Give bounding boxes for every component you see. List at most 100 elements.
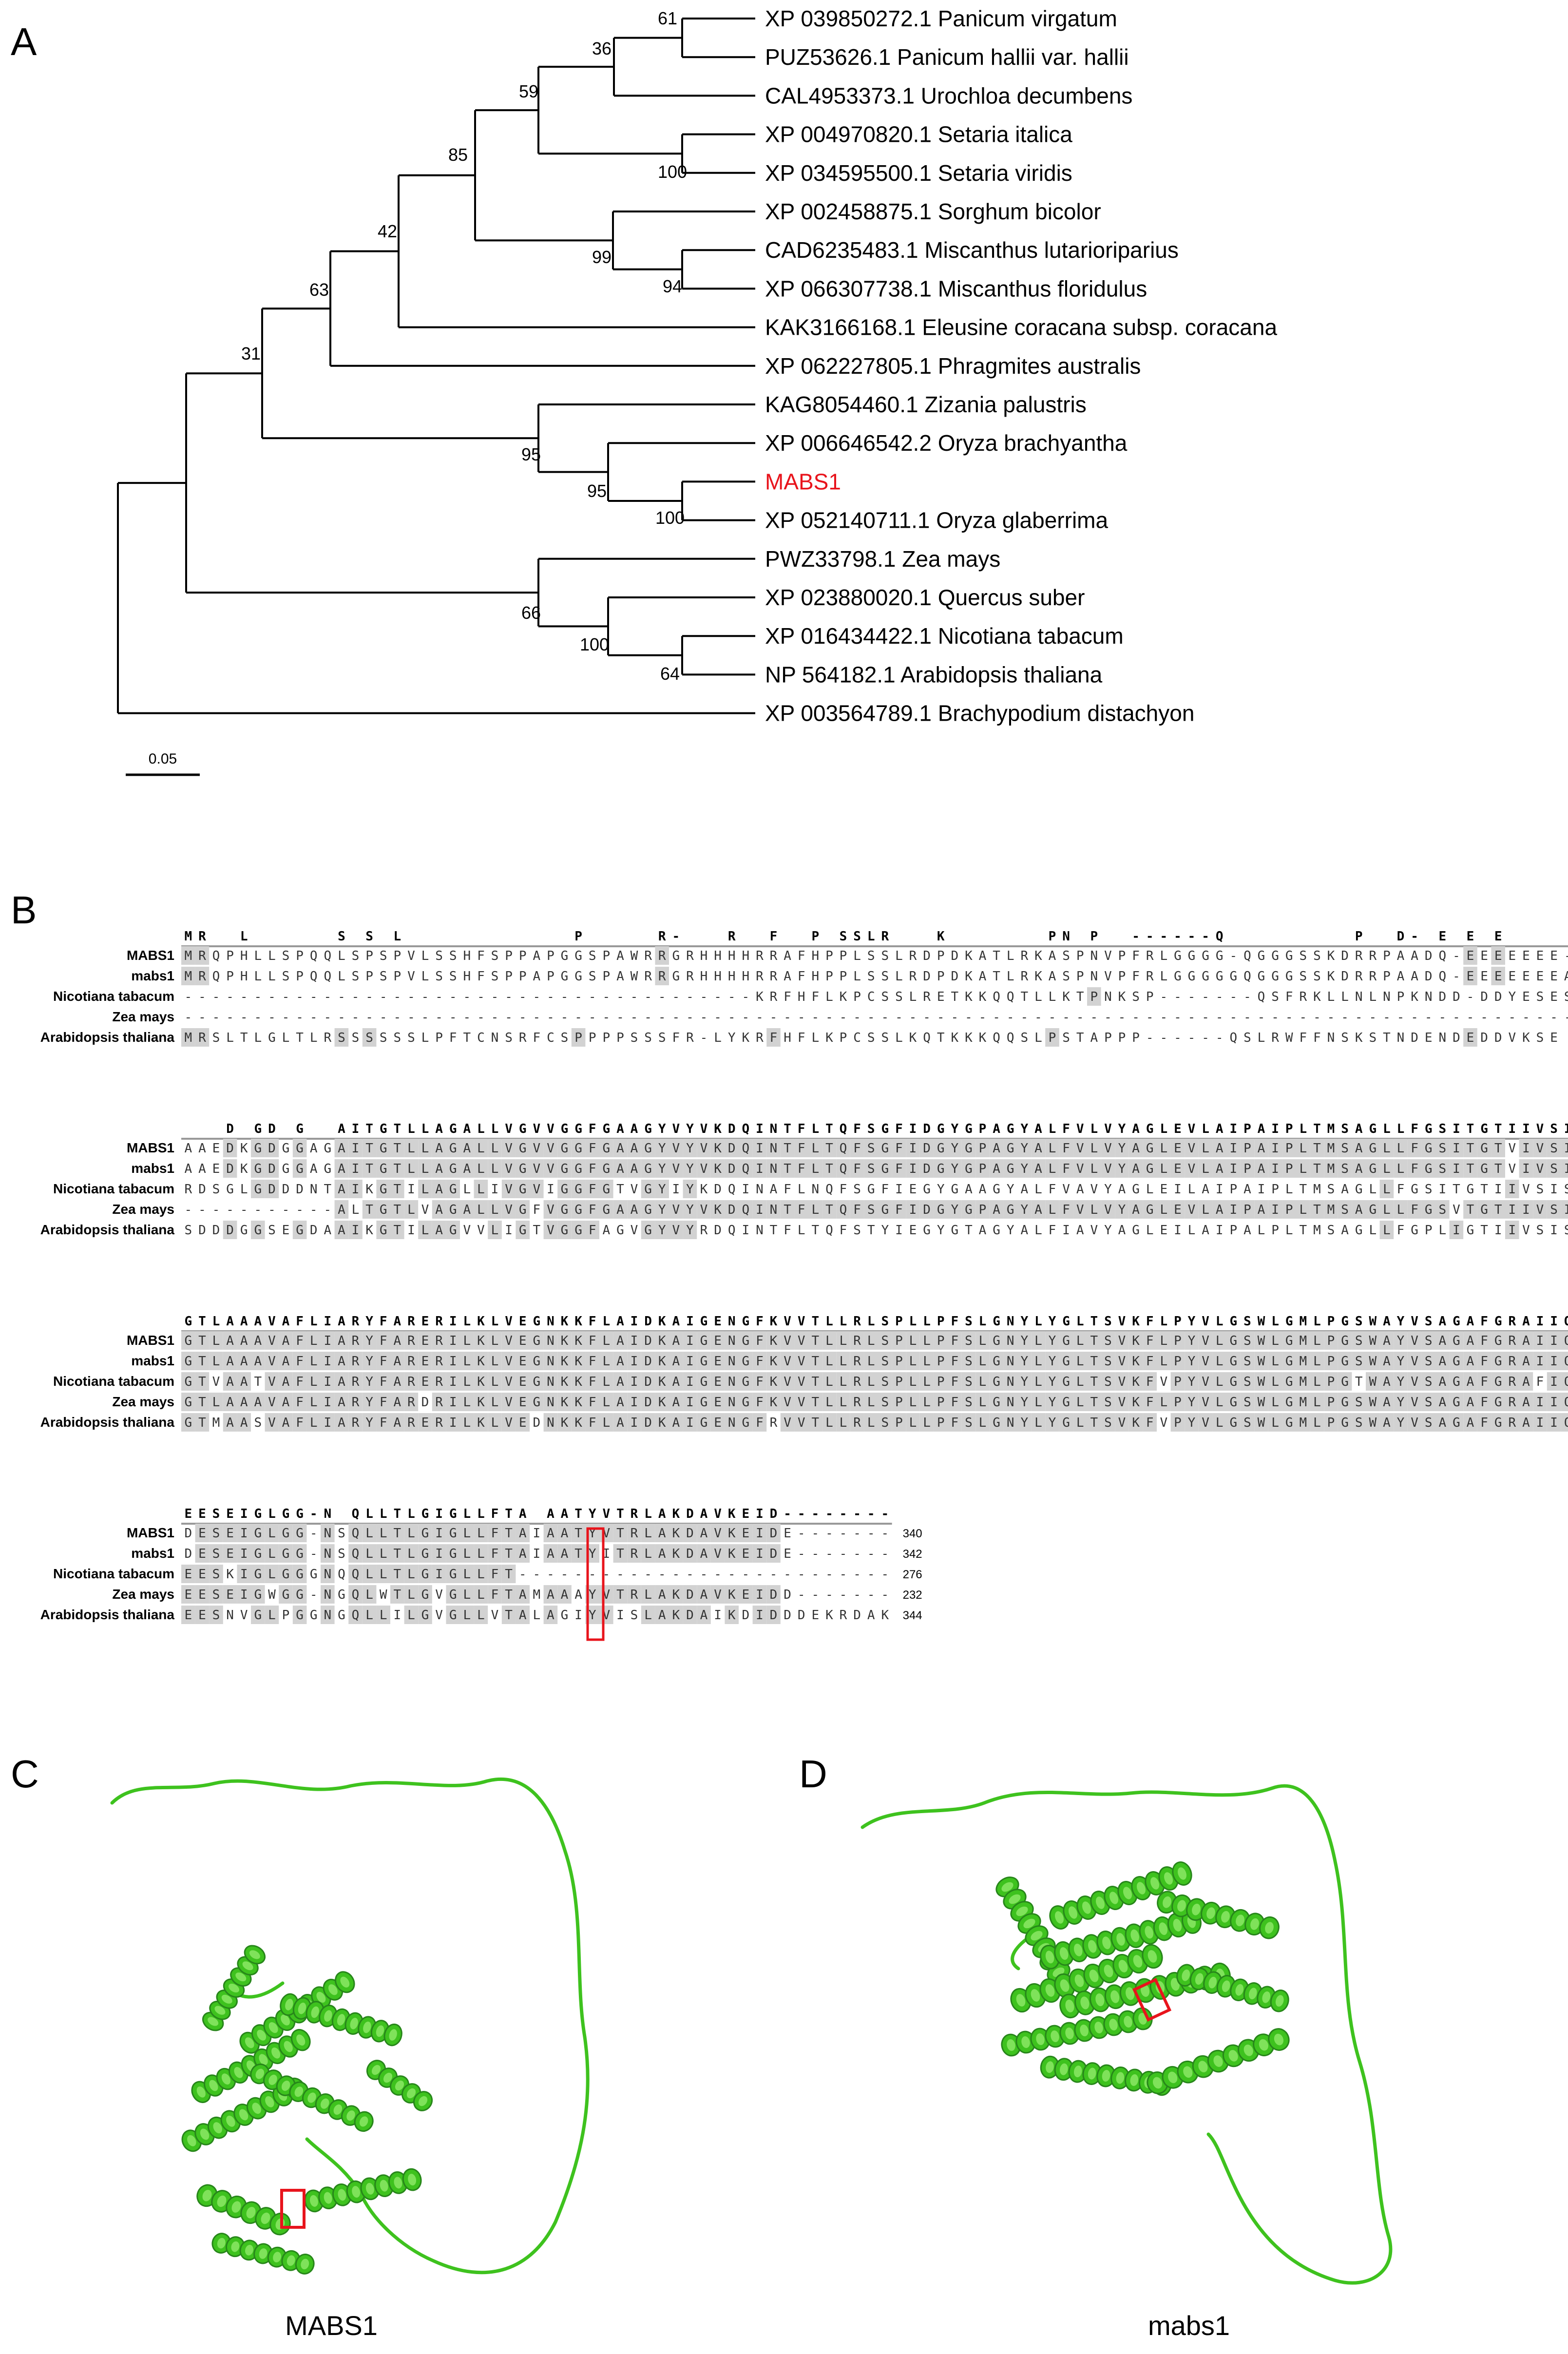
consensus-residue: T [1313, 1122, 1321, 1136]
residue: S [1104, 1354, 1112, 1369]
residue: N [770, 1162, 778, 1176]
residue: - [1355, 1010, 1363, 1025]
residue: D [770, 1588, 778, 1602]
residue: Y [1049, 1334, 1056, 1348]
residue: A [700, 1526, 708, 1541]
residue: R [840, 1608, 847, 1623]
alignment-sequence-name: Arabidopsis thaliana [40, 1607, 175, 1622]
residue: A [547, 1608, 555, 1623]
residue: - [686, 1010, 694, 1025]
conserved-shading [808, 1331, 822, 1350]
residue: P [895, 1354, 903, 1369]
consensus-residue: N [770, 1122, 778, 1136]
conserved-shading [766, 1200, 781, 1219]
consensus-residue: V [1202, 1314, 1209, 1329]
conserved-shading [530, 1180, 544, 1198]
residue: G [574, 1141, 582, 1156]
conserved-shading [1170, 1159, 1185, 1178]
conserved-shading [181, 946, 195, 965]
residue: I [1508, 1182, 1516, 1197]
alignment-sequence-name: MABS1 [127, 1525, 174, 1540]
residue: - [1467, 990, 1474, 1004]
residue: P [574, 1031, 582, 1045]
consensus-residue: - [310, 1507, 318, 1521]
conserved-shading [530, 1159, 544, 1178]
residue: G [519, 1162, 527, 1176]
residue: V [1104, 1162, 1112, 1176]
conserved-shading [878, 1200, 892, 1219]
residue: G [602, 1182, 610, 1197]
consensus-residue: A [435, 1122, 443, 1136]
residue: A [254, 1334, 262, 1348]
residue: S [965, 1375, 973, 1389]
residue: K [825, 1608, 833, 1623]
residue: R [435, 1334, 443, 1348]
residue: - [1536, 1010, 1544, 1025]
conserved-shading [195, 1331, 210, 1350]
residue: N [728, 1354, 736, 1369]
residue: P [365, 949, 373, 963]
residue: S [338, 1031, 345, 1045]
residue: H [784, 1031, 791, 1045]
residue: E [1480, 969, 1488, 984]
residue: V [1508, 1162, 1516, 1176]
residue: - [1550, 1010, 1558, 1025]
residue: R [686, 949, 694, 963]
conserved-shading [725, 1200, 739, 1219]
consensus-residue: F [296, 1314, 304, 1329]
residue: G [1285, 1375, 1293, 1389]
residue: R [352, 1395, 360, 1410]
residue: L [338, 949, 345, 963]
residue: K [477, 1375, 485, 1389]
residue: G [1285, 1354, 1293, 1369]
consensus-residue: V [672, 1122, 680, 1136]
residue: D [1453, 1031, 1460, 1045]
residue: E [198, 1608, 206, 1623]
residue: D [533, 1416, 540, 1430]
conserved-shading [1101, 1200, 1115, 1219]
conserved-shading [1073, 1200, 1087, 1219]
residue: L [1160, 969, 1167, 984]
conserved-shading [1463, 1159, 1477, 1178]
residue: - [951, 1010, 958, 1025]
conserved-shading [794, 1200, 808, 1219]
residue: F [589, 1141, 596, 1156]
residue: K [979, 990, 987, 1004]
conserved-shading [376, 1331, 390, 1350]
residue: Y [937, 1182, 945, 1197]
residue: Q [352, 1547, 360, 1561]
residue: L [1299, 1162, 1307, 1176]
residue: R [1271, 1031, 1279, 1045]
conserved-shading [961, 1331, 976, 1350]
conserved-shading [1240, 1200, 1255, 1219]
residue: P [393, 969, 401, 984]
residue: L [1216, 1375, 1224, 1389]
residue: - [700, 1031, 708, 1045]
residue: - [784, 1010, 791, 1025]
conserved-shading [571, 1139, 586, 1157]
residue: G [951, 1223, 958, 1238]
residue: P [937, 1334, 945, 1348]
conserved-shading [710, 1200, 725, 1219]
residue: G [574, 1203, 582, 1217]
consensus-residue: L [1397, 1122, 1405, 1136]
residue: I [240, 1567, 248, 1582]
residue: A [463, 1162, 471, 1176]
residue: - [254, 1203, 262, 1217]
residue: - [296, 990, 304, 1004]
residue: G [1271, 969, 1279, 984]
conserved-shading [251, 1221, 265, 1239]
residue: V [533, 1141, 540, 1156]
conserved-shading [919, 1159, 934, 1178]
residue: K [770, 1395, 778, 1410]
tree-leaf-label: CAL4953373.1 Urochloa decumbens [765, 83, 1132, 108]
residue: T [198, 1416, 206, 1430]
alpha-helix [304, 2168, 422, 2213]
consensus-residue: A [616, 1314, 624, 1329]
scale-bar-label: 0.05 [149, 751, 177, 767]
residue: V [1411, 1416, 1418, 1430]
conserved-shading [836, 1159, 850, 1178]
residue: G [1216, 969, 1224, 984]
residue: F [1397, 1223, 1405, 1238]
residue: Y [1118, 1162, 1126, 1176]
